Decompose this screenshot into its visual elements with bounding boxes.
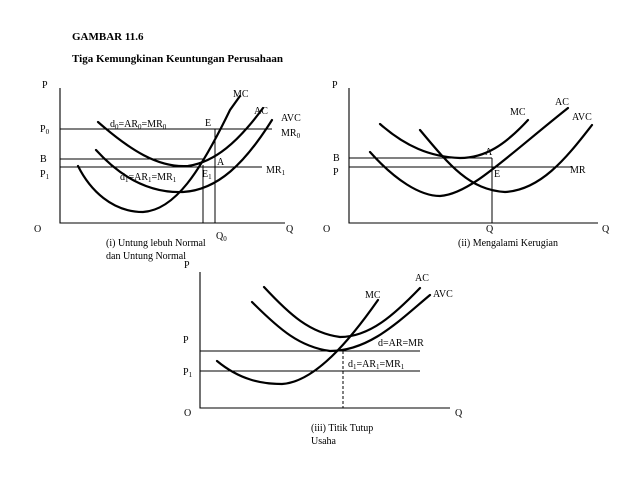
panel1-p0-label: P0 (40, 124, 50, 136)
panel3-x-axis-label: Q (455, 408, 463, 419)
panel2-point-a: A (485, 147, 493, 158)
panel1-avc-curve (94, 118, 274, 194)
panel2-point-e: E (494, 169, 500, 180)
panel3-avc-curve (250, 293, 432, 353)
panel2-mc-curve (378, 118, 530, 160)
panel3-p-label: P (183, 335, 189, 346)
panel1-b-label: B (40, 154, 47, 165)
panel3-caption-line1: (iii) Titik Tutup (311, 423, 373, 434)
panel1-y-axis-label: P (42, 80, 48, 91)
panel1-point-a: A (217, 157, 225, 168)
panel2-ac-label: AC (555, 97, 569, 108)
figure-title: Tiga Kemungkinan Keuntungan Perusahaan (72, 53, 283, 65)
panel3-mc-label: MC (365, 290, 381, 301)
panel3-mc-curve (215, 298, 380, 386)
panel1-axes (59, 88, 285, 224)
panel1-q0-label: Q0 (216, 231, 227, 243)
panel1-mr0-label: MR0 (281, 128, 301, 140)
panel2-avc-label: AVC (572, 112, 592, 123)
panel1-ac-label: AC (254, 106, 268, 117)
panel1-avc-label: AVC (281, 113, 301, 124)
panel1-mr1-label: MR1 (266, 165, 286, 177)
panel3-y-axis-label: P (184, 260, 190, 271)
panel1-d1-label: d1=AR1=MR1 (120, 172, 177, 184)
panel2-p-label: P (333, 167, 339, 178)
panel3-ac-label: AC (415, 273, 429, 284)
panel3-axes (199, 272, 450, 409)
panel3-d-label: d=AR=MR (378, 338, 424, 349)
panel3-avc-label: AVC (433, 289, 453, 300)
panel1-point-e1: E1 (202, 169, 212, 181)
panel2-x-axis-label: Q (602, 224, 610, 235)
panel2-avc-curve (418, 123, 594, 194)
panel3-origin-label: O (184, 408, 191, 419)
panel1-mc-curve (76, 94, 242, 214)
panel2-y-axis-label: P (332, 80, 338, 91)
panel2-origin-label: O (323, 224, 330, 235)
panel2-axes (348, 88, 598, 224)
panel1-point-e: E (205, 118, 211, 129)
panel2-mc-label: MC (510, 107, 526, 118)
panel1-caption-line2: dan Untung Normal (106, 251, 186, 262)
panel3-caption-line2: Usaha (311, 436, 337, 447)
panel-2: P Q O B P MC AC AVC MR A E Q (ii) Mengal… (323, 80, 610, 249)
panel-3: P Q O P P1 MC AC AVC d=AR=MR d1=AR1=MR1 … (183, 260, 463, 447)
panel2-q-label: Q (486, 224, 494, 235)
panel1-origin-label: O (34, 224, 41, 235)
panel2-b-label: B (333, 153, 340, 164)
panel1-caption-line1: (i) Untung lebuh Normal (106, 238, 206, 249)
panel3-p1-label: P1 (183, 367, 193, 379)
panel2-caption: (ii) Mengalami Kerugian (458, 238, 558, 249)
panel1-x-axis-label: Q (286, 224, 294, 235)
panel1-p1-label: P1 (40, 169, 50, 181)
panel3-ac-curve (262, 285, 422, 339)
panel1-mc-label: MC (233, 89, 249, 100)
panel3-d1-label: d1=AR1=MR1 (348, 359, 405, 371)
panel1-d0-label: d0=AR0=MR0 (110, 119, 167, 131)
panel-1: P Q O P0 B P1 MC AC AVC MR0 MR1 E A E1 d… (34, 80, 301, 262)
panel2-mr-label: MR (570, 165, 586, 176)
figure-number: GAMBAR 11.6 (72, 31, 144, 43)
panel1-ac-curve (96, 106, 265, 168)
panel2-ac-curve (368, 106, 570, 198)
